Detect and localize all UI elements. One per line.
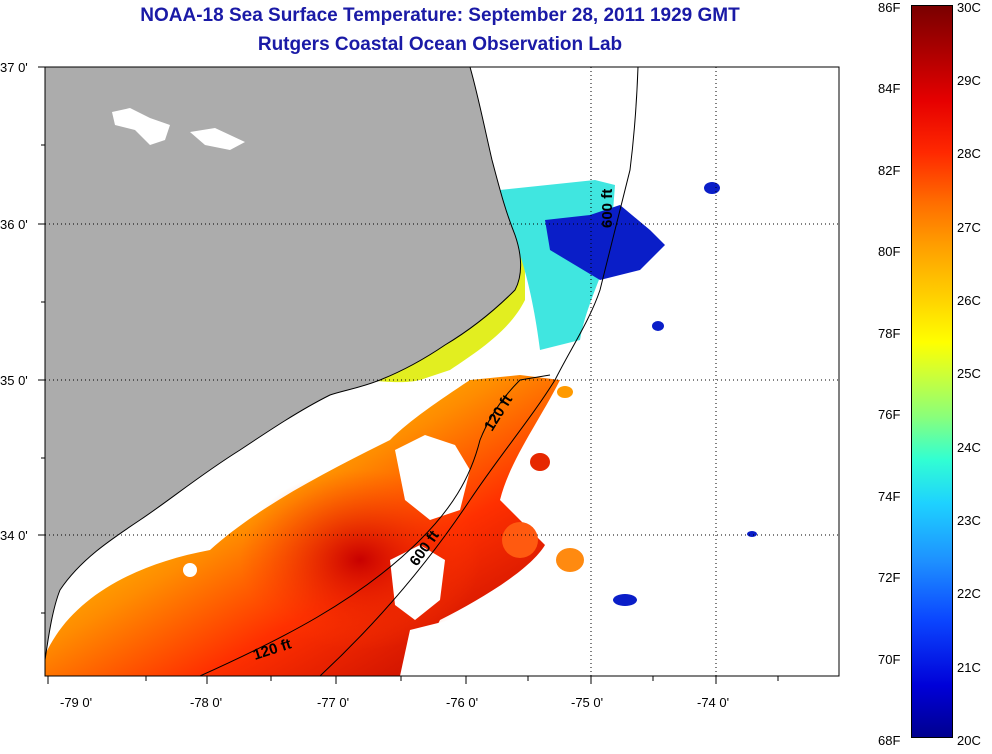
grid-lines xyxy=(45,67,839,676)
colorbar-label-f: 80F xyxy=(878,244,901,259)
lat-label-36: 36 0' xyxy=(0,217,28,232)
colorbar-label-f: 78F xyxy=(878,326,901,341)
lon-label-74: -74 0' xyxy=(697,695,730,710)
sst-warm-blob-4 xyxy=(556,548,584,572)
cloud-patch xyxy=(112,108,170,145)
contour-600ft xyxy=(319,67,639,676)
sst-cold-patch-2 xyxy=(704,182,720,194)
sst-warm-blob-3 xyxy=(502,522,538,558)
cloud-patch-6 xyxy=(183,563,197,577)
colorbar-label-f: 84F xyxy=(878,81,901,96)
land-mass xyxy=(45,67,521,660)
colorbar-label-c: 28C xyxy=(957,146,981,161)
sst-warm-blob xyxy=(530,453,550,471)
colorbar-label-c: 24C xyxy=(957,440,981,455)
cloud-patch-4 xyxy=(390,545,445,620)
sst-warm-blob-2 xyxy=(557,386,573,398)
contour-120ft xyxy=(199,374,551,676)
cloud-patch-5 xyxy=(400,620,470,676)
cloud-patch-2 xyxy=(190,128,245,150)
sst-cold-patch-3 xyxy=(652,321,664,331)
map-title: NOAA-18 Sea Surface Temperature: Septemb… xyxy=(140,5,740,26)
lon-label-79: -79 0' xyxy=(60,695,93,710)
axis-ticks xyxy=(38,66,779,684)
colorbar-label-c: 20C xyxy=(957,733,981,748)
colorbar-label-c: 21C xyxy=(957,660,981,675)
colorbar-label-f: 86F xyxy=(878,0,901,15)
colorbar-label-f: 82F xyxy=(878,163,901,178)
colorbar-label-f: 76F xyxy=(878,407,901,422)
colorbar-label-c: 30C xyxy=(957,0,981,15)
lon-label-75: -75 0' xyxy=(571,695,604,710)
coastline xyxy=(45,67,522,661)
lat-label-37: 37 0' xyxy=(0,60,28,75)
colorbar-label-f: 70F xyxy=(878,652,901,667)
cloud-patch-3 xyxy=(395,435,470,520)
lat-label-35: 35 0' xyxy=(0,373,28,388)
colorbar-label-f: 68F xyxy=(878,733,901,748)
lon-label-78: -78 0' xyxy=(190,695,223,710)
colorbar-label-f: 72F xyxy=(878,570,901,585)
lat-label-34: 34 0' xyxy=(0,528,28,543)
colorbar-label-c: 26C xyxy=(957,293,981,308)
temperature-colorbar xyxy=(911,5,953,738)
colorbar-label-c: 25C xyxy=(957,366,981,381)
contour-label-600ft-north: 600 ft xyxy=(599,189,616,228)
sst-cold-patch-5 xyxy=(613,594,637,606)
plot-frame xyxy=(44,66,840,677)
sst-cold-patch-4 xyxy=(747,531,757,537)
colorbar-label-c: 29C xyxy=(957,73,981,88)
map-subtitle: Rutgers Coastal Ocean Observation Lab xyxy=(257,34,623,55)
colorbar-label-f: 74F xyxy=(878,489,901,504)
lon-label-77: -77 0' xyxy=(317,695,350,710)
lon-label-76: -76 0' xyxy=(446,695,479,710)
sst-cold-patch xyxy=(545,205,665,280)
colorbar-label-c: 22C xyxy=(957,586,981,601)
colorbar-label-c: 27C xyxy=(957,220,981,235)
colorbar-label-c: 23C xyxy=(957,513,981,528)
